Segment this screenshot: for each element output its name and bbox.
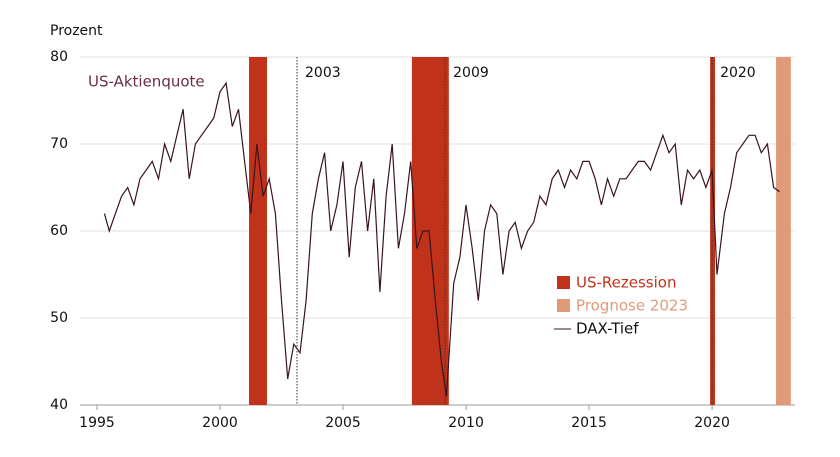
legend-label: US-Rezession: [576, 274, 676, 292]
x-tick-label: 2015: [571, 415, 607, 431]
legend-label: Prognose 2023: [576, 297, 688, 315]
trough-label: 2009: [453, 65, 489, 81]
recession-band: [411, 57, 449, 405]
legend-label: DAX-Tief: [576, 320, 639, 338]
x-tick-label: 2020: [694, 415, 730, 431]
y-tick-label: 50: [50, 310, 68, 326]
forecast-band: [776, 57, 791, 405]
x-tick-label: 2010: [448, 415, 484, 431]
recession-band: [249, 57, 267, 405]
legend-swatch: [557, 299, 570, 312]
legend-swatch: [557, 276, 570, 289]
y-tick-label: 80: [50, 49, 68, 65]
trough-label: 2003: [305, 65, 341, 81]
trough-label: 2020: [720, 65, 756, 81]
series-label: US-Aktienquote: [88, 73, 205, 91]
y-axis-label: Prozent: [50, 23, 103, 39]
x-tick-label: 2000: [202, 415, 238, 431]
x-tick-label: 1995: [79, 415, 115, 431]
y-tick-label: 40: [50, 397, 68, 413]
x-tick-label: 2005: [325, 415, 361, 431]
y-tick-label: 70: [50, 136, 68, 152]
y-tick-label: 60: [50, 223, 68, 239]
data-line: [103, 81, 781, 397]
